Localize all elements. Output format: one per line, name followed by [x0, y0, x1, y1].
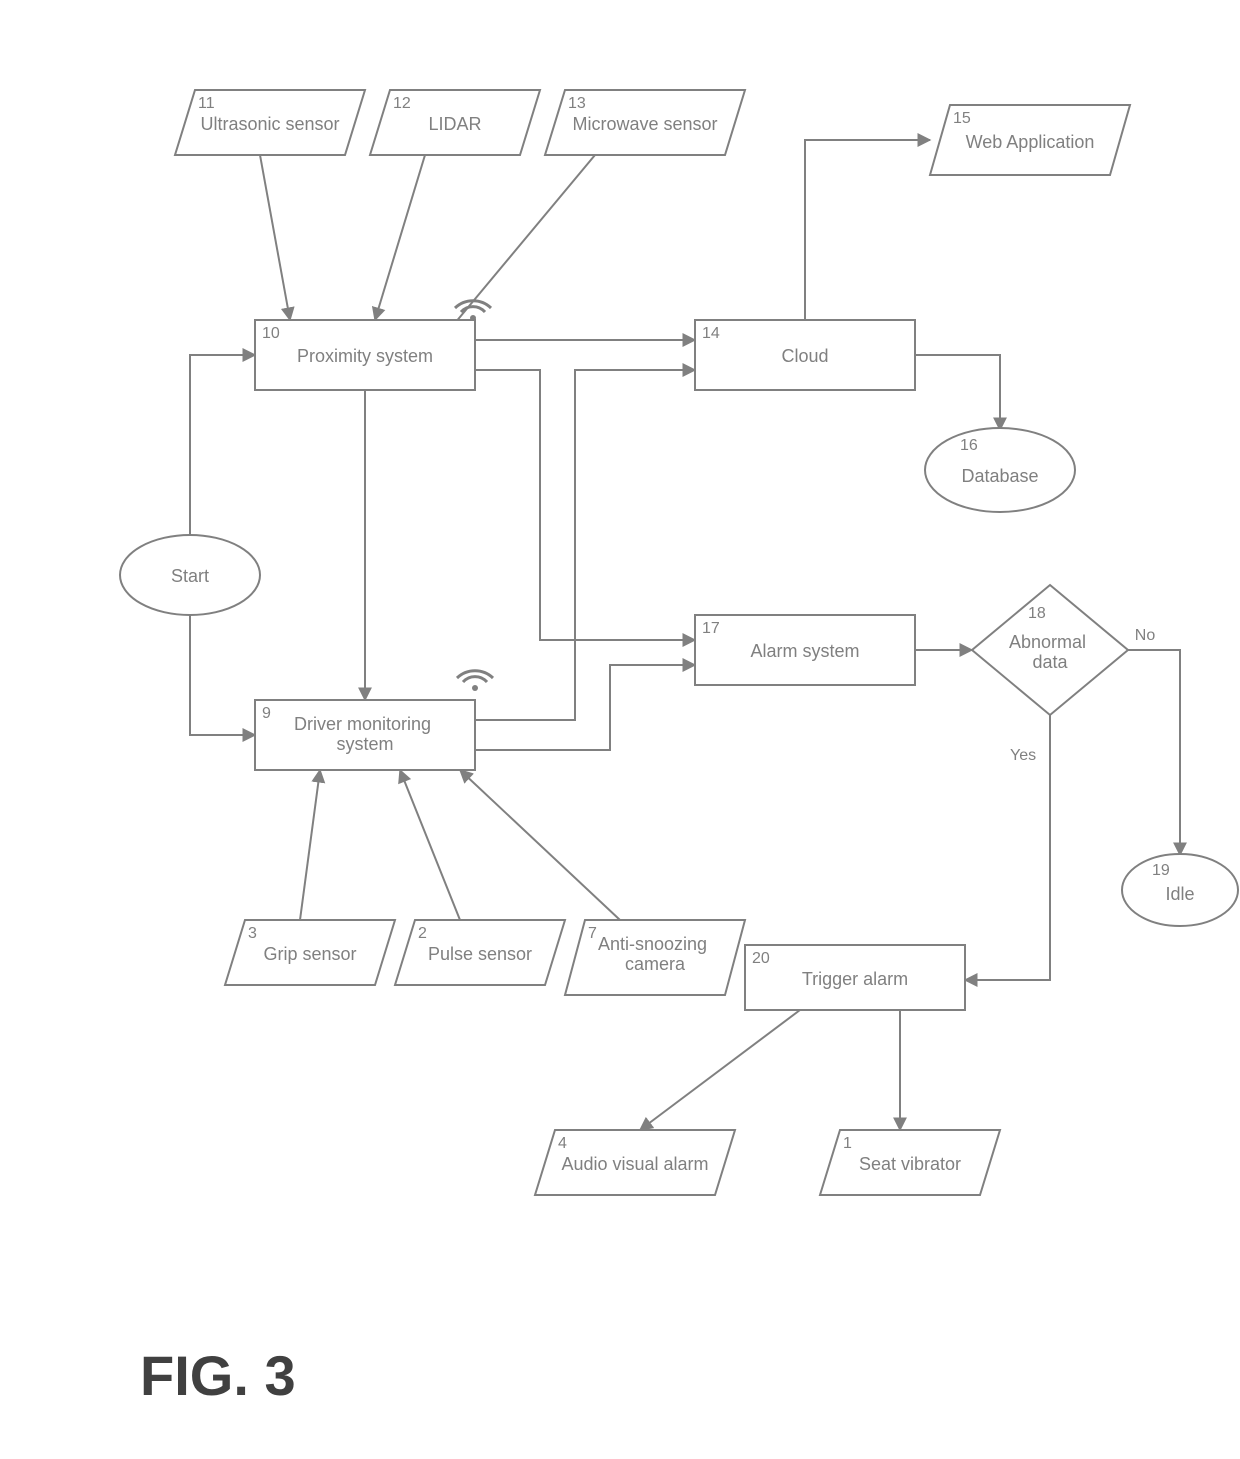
node-start: Start: [120, 535, 260, 615]
svg-text:9: 9: [262, 705, 271, 722]
svg-text:7: 7: [588, 925, 597, 942]
edge-12-10: [375, 155, 425, 320]
edge-2-9: [400, 770, 460, 920]
edge-14-16: [915, 355, 1000, 430]
edge-label-yes: Yes: [1010, 747, 1036, 764]
node-17: 17 Alarm system: [695, 615, 915, 685]
svg-text:Audio visual alarm: Audio visual alarm: [561, 1154, 708, 1174]
edge-10-17: [475, 370, 695, 640]
edge-7-9: [460, 770, 620, 920]
edge-14-15: [805, 140, 930, 320]
svg-text:4: 4: [558, 1135, 567, 1152]
node-20: 20 Trigger alarm: [745, 945, 965, 1010]
svg-text:2: 2: [418, 925, 427, 942]
svg-text:Trigger alarm: Trigger alarm: [802, 969, 908, 989]
node-10: 10 Proximity system: [255, 320, 475, 390]
node-3: 3 Grip sensor: [225, 920, 395, 985]
svg-text:Database: Database: [961, 466, 1038, 486]
svg-text:20: 20: [752, 950, 770, 967]
svg-text:Start: Start: [171, 566, 209, 586]
svg-text:11: 11: [198, 95, 215, 112]
edge-9-17: [475, 665, 695, 750]
svg-text:Cloud: Cloud: [781, 346, 828, 366]
svg-text:Alarm system: Alarm system: [750, 641, 859, 661]
edge-20-4: [640, 1010, 800, 1130]
edge-start-9: [190, 610, 255, 735]
wifi-icon: [457, 671, 493, 691]
node-11: 11 Ultrasonic sensor: [175, 90, 365, 155]
svg-text:Grip sensor: Grip sensor: [263, 944, 356, 964]
svg-text:Pulse sensor: Pulse sensor: [428, 944, 532, 964]
node-18: 18 Abnormal data: [972, 585, 1128, 715]
svg-text:Idle: Idle: [1165, 884, 1194, 904]
svg-text:18: 18: [1028, 605, 1046, 622]
node-13: 13 Microwave sensor: [545, 90, 745, 155]
edge-11-10: [260, 155, 290, 320]
svg-text:15: 15: [953, 110, 971, 127]
edge-18-20: [965, 715, 1050, 980]
node-19: 19 Idle: [1122, 854, 1238, 926]
node-9: 9 Driver monitoring system: [255, 700, 475, 770]
svg-text:Seat vibrator: Seat vibrator: [859, 1154, 961, 1174]
svg-text:Proximity system: Proximity system: [297, 346, 433, 366]
node-2: 2 Pulse sensor: [395, 920, 565, 985]
node-14: 14 Cloud: [695, 320, 915, 390]
svg-text:Web Application: Web Application: [966, 132, 1095, 152]
edge-start-10: [190, 355, 255, 540]
svg-text:LIDAR: LIDAR: [428, 114, 481, 134]
node-1: 1 Seat vibrator: [820, 1130, 1000, 1195]
edge-18-19: [1128, 650, 1180, 855]
node-12: 12 LIDAR: [370, 90, 540, 155]
node-15: 15 Web Application: [930, 105, 1130, 175]
node-16: 16 Database: [925, 428, 1075, 512]
svg-text:12: 12: [393, 95, 411, 112]
svg-text:16: 16: [960, 437, 978, 454]
node-4: 4 Audio visual alarm: [535, 1130, 735, 1195]
svg-text:Microwave sensor: Microwave sensor: [572, 114, 717, 134]
edge-9-14: [475, 370, 695, 720]
svg-text:10: 10: [262, 325, 280, 342]
edge-label-no: No: [1135, 627, 1156, 644]
svg-text:13: 13: [568, 95, 586, 112]
svg-text:3: 3: [248, 925, 257, 942]
svg-text:14: 14: [702, 325, 720, 342]
figure-caption: FIG. 3: [140, 1344, 296, 1407]
node-7: 7 Anti-snoozing camera: [565, 920, 745, 995]
svg-text:19: 19: [1152, 862, 1170, 879]
flowchart-diagram: No Yes Start 10 Proximity system 9 Drive…: [0, 0, 1240, 1459]
svg-text:17: 17: [702, 620, 720, 637]
edge-3-9: [300, 770, 320, 920]
svg-text:Ultrasonic sensor: Ultrasonic sensor: [200, 114, 339, 134]
svg-text:1: 1: [843, 1135, 852, 1152]
